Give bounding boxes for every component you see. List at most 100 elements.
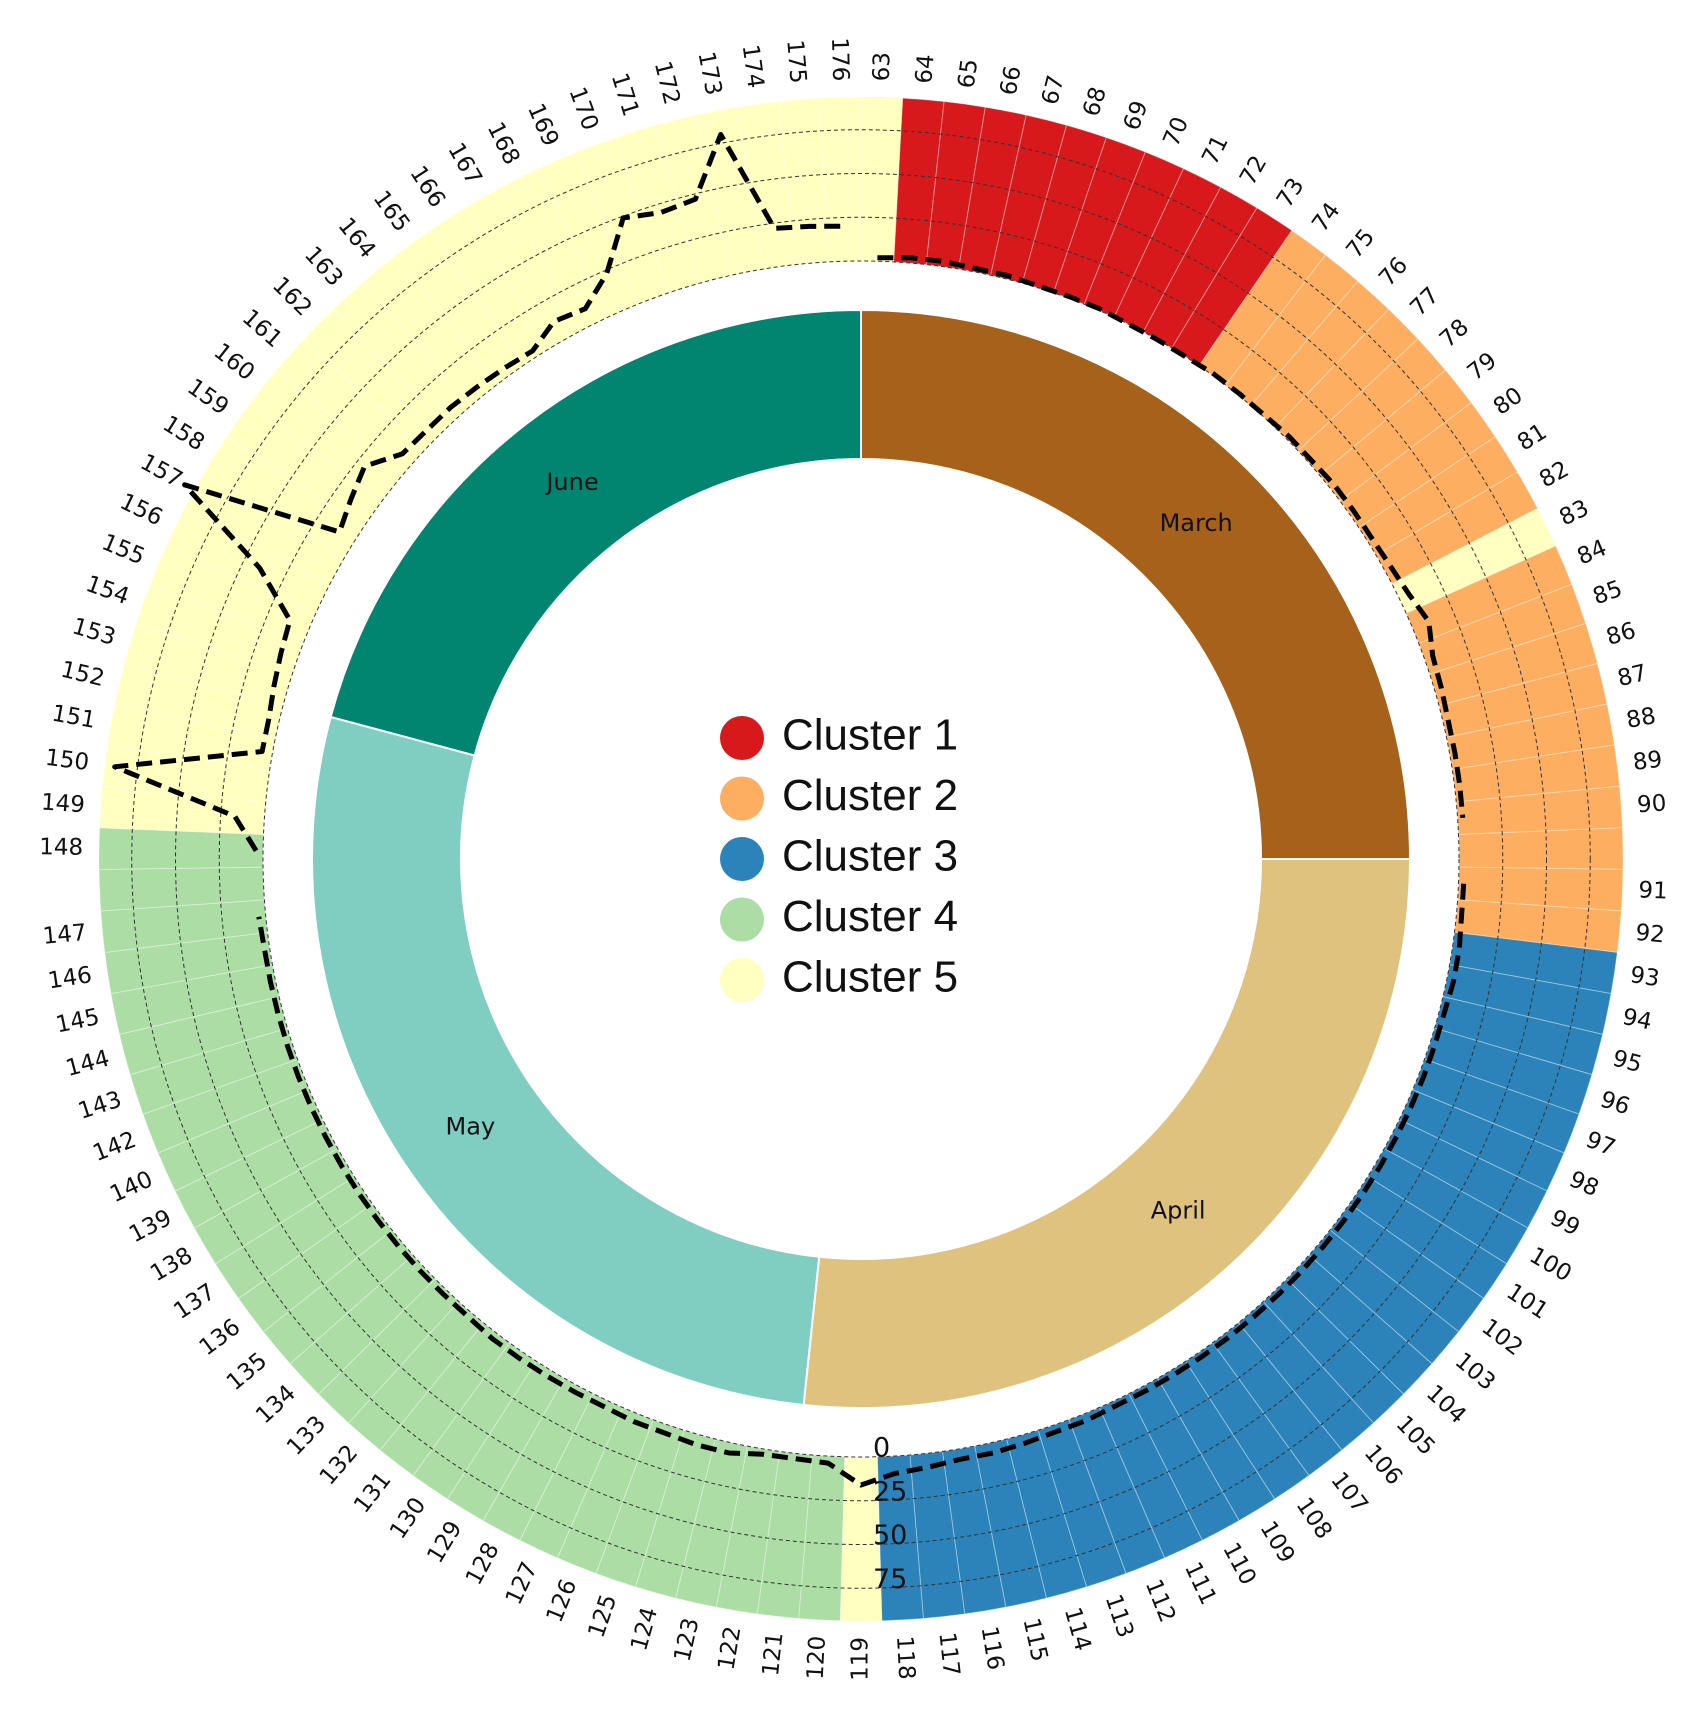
day-label: 143 [75,1087,125,1125]
day-label: 132 [315,1440,363,1490]
day-label: 77 [1405,282,1444,321]
day-label: 149 [40,789,86,818]
day-label: 137 [169,1279,220,1325]
day-label: 154 [82,571,132,610]
day-label: 67 [1037,73,1069,108]
day-label: 72 [1235,151,1272,189]
day-label: 105 [1391,1411,1440,1461]
day-label: 104 [1421,1380,1471,1429]
cluster-cell [129,1027,299,1115]
legend-swatch [720,776,764,821]
day-label: 116 [976,1624,1009,1672]
cluster-cell [1445,703,1615,771]
day-label: 110 [1217,1538,1261,1589]
day-label: 148 [39,834,83,861]
day-label: 78 [1435,314,1474,353]
day-label: 153 [69,614,118,651]
day-label: 160 [209,338,260,386]
legend-label: Cluster 5 [782,953,958,1002]
day-label: 144 [63,1046,112,1082]
cluster-cell [237,1203,393,1333]
legend-swatch [720,837,764,881]
cluster-cell [174,1118,339,1229]
cluster-cell [183,471,347,585]
day-label: 134 [251,1380,301,1429]
cluster-cell [634,1429,717,1599]
day-label: 64 [911,53,939,84]
day-label: 158 [158,411,209,456]
day-label: 173 [693,50,727,98]
day-label: 147 [42,920,88,950]
month-wedge [329,308,862,757]
day-label: 81 [1513,419,1552,457]
day-label: 121 [758,1631,789,1677]
day-label: 119 [848,1637,874,1681]
day-label: 169 [522,100,563,151]
day-label: 87 [1615,660,1649,692]
day-label: 83 [1555,495,1593,531]
month-label: June [544,468,598,496]
day-label: 66 [996,64,1027,98]
day-label: 138 [146,1242,197,1287]
day-label: 90 [1636,790,1667,818]
grid-circle [131,129,1591,1589]
day-label: 111 [1179,1558,1221,1609]
day-label: 79 [1463,348,1502,387]
day-label: 68 [1078,84,1112,120]
day-label: 133 [282,1411,331,1461]
day-label: 126 [542,1576,583,1626]
cluster-cell [756,1450,813,1619]
day-label: 86 [1603,618,1638,651]
day-label: 128 [461,1538,505,1589]
cluster-cell [98,827,265,870]
day-label: 73 [1272,174,1310,213]
day-label: 76 [1374,252,1413,291]
month-wedge [860,308,1412,860]
day-label: 124 [626,1605,663,1654]
day-label: 82 [1535,456,1573,493]
day-label: 95 [1610,1046,1645,1079]
day-label: 118 [891,1635,919,1680]
day-label: 175 [781,39,811,85]
day-label: 136 [195,1314,246,1361]
day-label: 114 [1059,1605,1096,1654]
day-label: 69 [1119,97,1154,133]
cluster-cell [332,280,472,429]
legend-label: Cluster 3 [782,832,958,881]
day-label: 171 [606,70,644,120]
value-line [112,132,1467,1488]
radial-tick-label: 25 [873,1476,907,1507]
day-label: 131 [349,1467,396,1518]
day-label: 70 [1159,113,1195,150]
legend-swatch [720,716,764,760]
day-label: 65 [954,57,984,90]
day-label: 172 [649,59,685,108]
day-label: 176 [826,37,853,82]
cluster-cell [893,97,945,266]
day-label: 155 [98,529,149,570]
day-label: 151 [50,701,98,734]
day-label: 107 [1325,1467,1372,1518]
day-label: 139 [125,1205,176,1248]
day-label: 71 [1197,131,1233,169]
day-label: 63 [869,52,896,82]
month-label: March [1160,509,1233,537]
radial-tick-label: 50 [873,1520,907,1551]
day-label: 166 [404,161,450,212]
grid-circle [218,216,1504,1502]
cluster-cell [104,931,273,995]
cluster-cell [317,1278,460,1424]
day-label: 97 [1582,1127,1619,1162]
month-wedge [311,715,821,1407]
month-wedge [802,858,1412,1409]
day-label: 170 [563,84,603,134]
day-label: 125 [584,1591,623,1641]
day-label: 98 [1565,1166,1602,1202]
day-label: 145 [54,1004,102,1038]
legend-label: Cluster 1 [782,711,958,760]
day-label: 89 [1631,747,1663,776]
day-label: 85 [1590,576,1626,610]
day-label: 156 [116,489,167,532]
day-label: 168 [482,118,525,169]
day-label: 101 [1502,1279,1553,1325]
